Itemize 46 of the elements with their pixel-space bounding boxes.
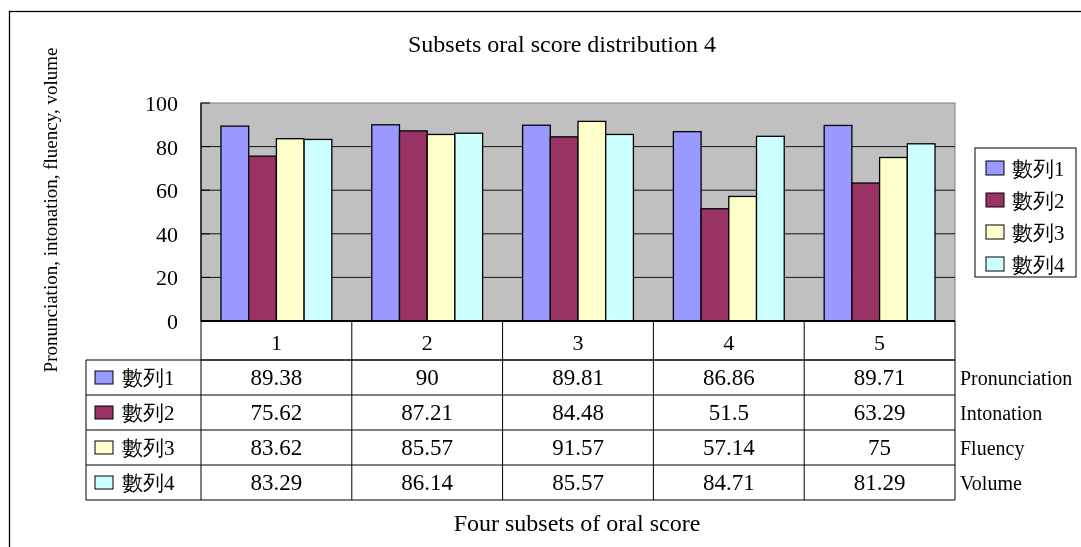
data-label: 51.5 — [708, 400, 749, 425]
data-label: 91.57 — [552, 435, 604, 460]
text: Volume — [960, 472, 1022, 494]
legend-label: 數列4 — [122, 471, 175, 495]
legend-label: 數列1 — [122, 366, 175, 390]
data-label: 85.57 — [401, 435, 454, 460]
data-label: 57.14 — [702, 435, 756, 460]
legend-label: 數列1 — [1012, 157, 1065, 181]
data-label: 86.14 — [401, 470, 454, 495]
x-tick-label: 4 — [723, 330, 735, 355]
data-label: 89.81 — [552, 365, 604, 390]
data-label: 75.62 — [250, 400, 303, 425]
y-tick-label: 60 — [156, 178, 178, 204]
data-label: 90 — [415, 365, 439, 390]
legend-label: 數列3 — [122, 436, 175, 460]
data-label: 86.86 — [702, 365, 755, 390]
data-label: 85.57 — [552, 470, 604, 495]
chart-title: Subsets oral score distribution 4 — [408, 31, 716, 57]
y-tick-label: 40 — [156, 221, 178, 247]
y-tick-label: 100 — [145, 91, 178, 116]
legend-label: 數列4 — [1012, 253, 1065, 277]
y-axis-title: Pronunciation, intonation, fluency, volume — [40, 47, 61, 373]
data-label: 89.71 — [853, 365, 906, 390]
x-tick-label: 1 — [270, 330, 282, 355]
data-label: 63.29 — [853, 400, 906, 425]
x-tick-label: 2 — [421, 330, 433, 355]
text: Fluency — [960, 437, 1025, 460]
text: Pronunciation — [960, 367, 1073, 389]
y-tick-label: 80 — [156, 134, 178, 160]
data-label: 89.38 — [250, 365, 303, 390]
y-tick-label: 0 — [167, 309, 178, 334]
text: Four subsets of oral score — [453, 510, 701, 536]
data-label: 84.71 — [702, 470, 755, 495]
x-tick-label: 5 — [874, 330, 886, 355]
legend-label: 數列2 — [122, 401, 175, 425]
text: Intonation — [960, 402, 1043, 424]
data-label: 87.21 — [401, 400, 454, 425]
y-tick-label: 20 — [156, 265, 178, 291]
data-label: 83.29 — [250, 470, 303, 495]
data-label: 75 — [868, 435, 892, 460]
x-tick-label: 3 — [572, 330, 584, 355]
data-label: 84.48 — [552, 400, 604, 425]
data-label: 81.29 — [853, 470, 906, 495]
data-label: 83.62 — [250, 435, 303, 460]
legend-label: 數列2 — [1012, 189, 1065, 213]
legend-label: 數列3 — [1012, 221, 1065, 245]
